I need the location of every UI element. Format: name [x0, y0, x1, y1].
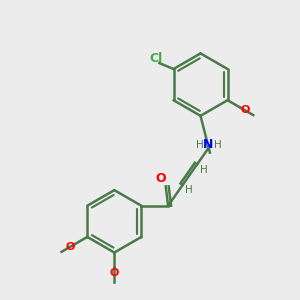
Text: O: O	[110, 268, 119, 278]
Text: H: H	[214, 140, 222, 150]
Text: O: O	[155, 172, 166, 184]
Text: N: N	[203, 138, 214, 151]
Text: H: H	[185, 185, 193, 195]
Text: O: O	[240, 105, 250, 115]
Text: O: O	[65, 242, 74, 252]
Text: Cl: Cl	[149, 52, 162, 65]
Text: H: H	[196, 140, 204, 150]
Text: H: H	[200, 165, 208, 175]
